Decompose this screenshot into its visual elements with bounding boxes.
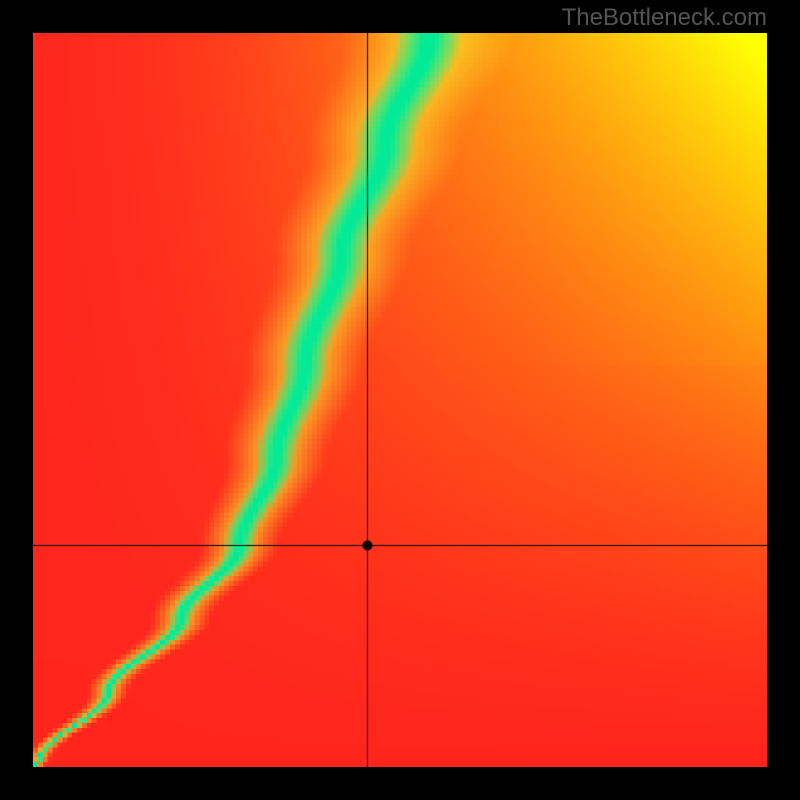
watermark-text: TheBottleneck.com [562, 4, 767, 32]
crosshair-overlay [33, 33, 767, 767]
chart-container: TheBottleneck.com [0, 0, 800, 800]
